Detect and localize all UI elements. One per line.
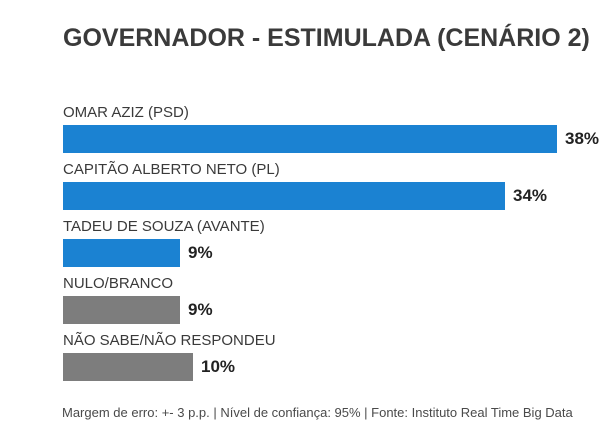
value-label: 9% [188, 300, 213, 319]
bar-row: OMAR AZIZ (PSD) 38% [63, 103, 603, 153]
bar-line: 10% [63, 353, 603, 381]
bar-row: TADEU DE SOUZA (AVANTE) 9% [63, 217, 603, 267]
value-label: 38% [565, 129, 600, 148]
source-note: Margem de erro: +- 3 p.p. | Nível de con… [62, 405, 573, 420]
value-label: 34% [513, 186, 548, 205]
candidate-label: CAPITÃO ALBERTO NETO (PL) [63, 161, 280, 178]
value-label: 10% [201, 357, 236, 376]
bar-line: 34% [63, 182, 603, 210]
bar-row: CAPITÃO ALBERTO NETO (PL) 34% [63, 160, 603, 210]
candidate-label: NULO/BRANCO [63, 275, 174, 292]
bar-chart: OMAR AZIZ (PSD) 38% CAPITÃO ALBERTO NETO (… [63, 103, 603, 388]
bar [63, 182, 505, 210]
bar [63, 353, 193, 381]
candidate-label: TADEU DE SOUZA (AVANTE) [63, 218, 265, 235]
bar-line: 9% [63, 239, 603, 267]
bar [63, 296, 180, 324]
bar-line: 9% [63, 296, 603, 324]
candidate-label: NÃO SABE/NÃO RESPONDEU [63, 332, 276, 349]
bar [63, 239, 180, 267]
bar-row: NÃO SABE/NÃO RESPONDEU 10% [63, 331, 603, 381]
bar [63, 125, 557, 153]
bar-line: 38% [63, 125, 603, 153]
bar-row: NULO/BRANCO 9% [63, 274, 603, 324]
candidate-label: OMAR AZIZ (PSD) [63, 104, 189, 121]
chart-title: GOVERNADOR - ESTIMULADA (CENÁRIO 2) [63, 24, 590, 52]
value-label: 9% [188, 243, 213, 262]
